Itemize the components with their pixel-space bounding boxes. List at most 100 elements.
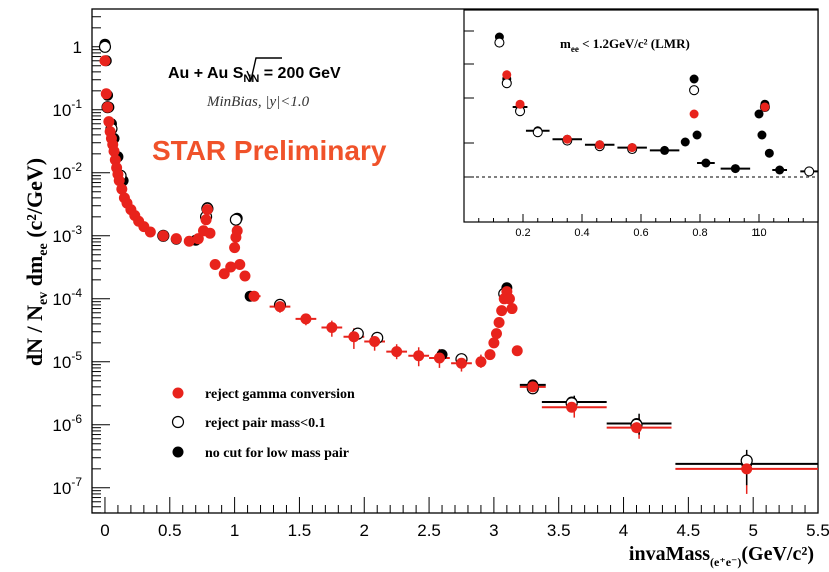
data-point-gamma (741, 463, 753, 475)
data-point-gamma (248, 290, 260, 302)
data-point-gamma (99, 55, 111, 67)
data-point-gamma (113, 175, 125, 187)
inset-point-gamma (562, 134, 572, 144)
data-point-gamma (413, 350, 425, 362)
x-tick-label: 1 (230, 521, 239, 540)
main-data-marks (98, 38, 818, 494)
inset-x-tick-label: 1. (754, 227, 763, 239)
data-point-gamma (300, 313, 312, 325)
data-point-gamma (433, 352, 445, 364)
data-point-gamma (274, 301, 286, 313)
data-point-pair-mass (98, 40, 112, 53)
data-point-gamma (490, 328, 502, 340)
inset-data-marks (494, 32, 818, 177)
inset-point-no-cut (757, 130, 767, 140)
y-tick-label: 10-1 (52, 97, 82, 120)
data-point-gamma (631, 422, 642, 434)
x-tick-label: 2 (360, 521, 369, 540)
data-point-gamma (369, 336, 381, 348)
data-point-gamma (488, 337, 500, 349)
data-point-gamma (239, 270, 251, 282)
inset-point-gamma (502, 70, 512, 80)
collision-system-label: Au + Au SNN = 200 GeV (168, 65, 341, 85)
inset-point-gamma (760, 102, 770, 112)
data-point-gamma (511, 345, 523, 357)
data-point-gamma (527, 381, 539, 393)
inset-point-pair-mass (532, 127, 543, 138)
inset-point-no-cut (680, 137, 690, 147)
inset-point-gamma (595, 140, 605, 150)
legend: reject gamma conversion reject pair mass… (171, 387, 355, 461)
data-point-gamma (200, 214, 212, 226)
y-tick-label: 10-5 (52, 349, 82, 372)
inset-point-pair-mass (804, 166, 815, 177)
data-point-gamma (144, 226, 156, 238)
sqrt-symbol (246, 57, 282, 83)
inset-x-tick-label: 1.0 (751, 227, 766, 239)
x-tick-label: 0 (100, 521, 109, 540)
inset-x-tick-label: 0.6 (633, 227, 648, 239)
data-point-gamma (231, 225, 243, 237)
main-axes: 0 0.5 1 1.5 2 2.5 3 3.5 4 4.5 5 5.5 1 10-1 10-2 10-3 10-… (52, 16, 829, 540)
x-tick-label: 4 (619, 521, 628, 540)
inset-point-gamma (689, 109, 699, 119)
inset-point-no-cut (764, 148, 774, 158)
inset-point-no-cut (660, 145, 670, 155)
inset-point-no-cut (692, 130, 702, 140)
x-tick-label: 2.5 (417, 521, 441, 540)
inset-point-pair-mass (501, 78, 512, 89)
selection-label: MinBias, |y|<1.0 (206, 94, 310, 110)
x-tick-label: 5.5 (806, 521, 829, 540)
data-point-gamma (391, 346, 403, 358)
x-axis-label: invaMass(e⁺e⁻)(GeV/c²) (629, 543, 814, 569)
legend-label-pair-mass: reject pair mass<0.1 (205, 416, 326, 431)
y-tick-label: 10-2 (52, 160, 82, 183)
data-point-pair-mass (229, 213, 243, 226)
data-point-gamma (116, 183, 128, 195)
data-point-gamma (157, 230, 169, 242)
legend-marker-black (172, 446, 184, 458)
data-point-gamma (170, 233, 182, 245)
data-point-gamma (209, 259, 221, 271)
inset-axes: 0.2 0.4 0.6 0.8 1.01. (464, 30, 818, 239)
inset-point-pair-mass (689, 85, 700, 96)
data-point-gamma (103, 116, 115, 128)
legend-label-no-cut: no cut for low mass pair (205, 446, 349, 461)
inset-point-no-cut (775, 165, 785, 175)
data-point-gamma (493, 317, 505, 329)
legend-label-gamma: reject gamma conversion (205, 387, 355, 402)
data-point-gamma (234, 259, 246, 271)
inset-point-no-cut (730, 164, 740, 174)
data-point-gamma (348, 331, 360, 343)
x-tick-label: 5 (748, 521, 757, 540)
y-tick-label: 10-3 (52, 223, 82, 246)
x-tick-label: 1.5 (288, 521, 312, 540)
data-point-gamma (506, 303, 518, 315)
data-point-gamma (183, 235, 195, 247)
x-tick-label: 3 (489, 521, 498, 540)
y-tick-label: 10-6 (52, 412, 82, 435)
data-point-gamma (503, 293, 515, 305)
data-point-gamma (225, 261, 237, 273)
inset-x-tick-label: 0.2 (515, 227, 530, 239)
data-point-gamma (326, 322, 338, 334)
star-preliminary-label: STAR Preliminary (152, 135, 387, 166)
data-point-gamma (566, 401, 578, 413)
data-point-gamma (484, 349, 496, 361)
legend-marker-open (171, 415, 185, 429)
data-point-gamma (455, 357, 467, 369)
legend-marker-red (172, 387, 184, 399)
y-tick-label: 10-7 (52, 475, 82, 498)
inset-x-tick-label: 0.4 (574, 227, 589, 239)
data-point-gamma (229, 242, 241, 254)
inset-point-gamma (515, 99, 525, 109)
data-point-gamma (192, 233, 204, 245)
y-tick-label: 10-4 (52, 286, 82, 309)
inset-point-gamma (627, 143, 637, 153)
x-tick-label: 4.5 (677, 521, 701, 540)
data-point-gamma (496, 305, 508, 317)
data-point-gamma (100, 88, 112, 100)
x-tick-label: 0.5 (158, 521, 182, 540)
data-point-gamma (475, 356, 487, 368)
